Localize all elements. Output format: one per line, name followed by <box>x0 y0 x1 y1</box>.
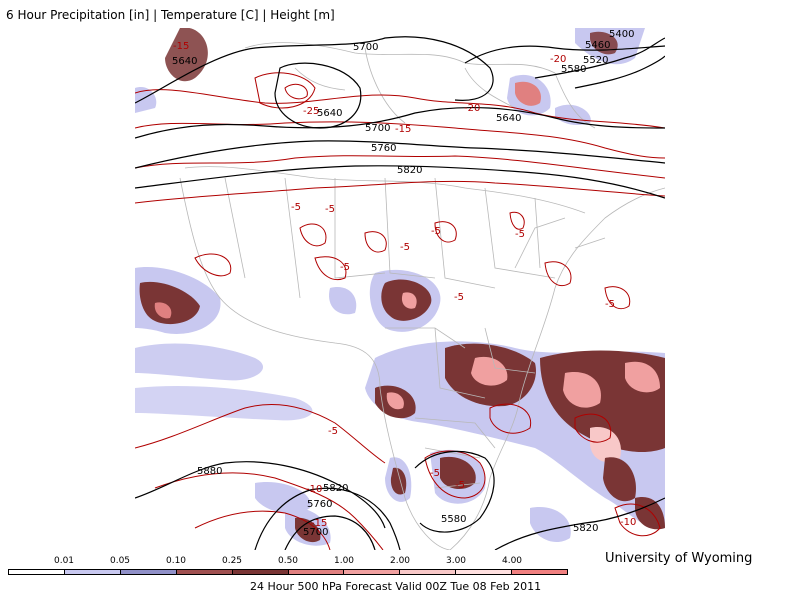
height-contours <box>135 36 665 550</box>
legend-swatch <box>9 570 65 574</box>
legend-tick: 0.50 <box>277 556 299 566</box>
height-label: 5640 <box>496 113 521 124</box>
legend-swatch <box>176 570 233 574</box>
temperature-label: -5 <box>328 426 338 437</box>
temperature-label: -15 <box>311 518 327 529</box>
temperature-label: -10 <box>306 484 322 495</box>
legend-tick: 4.00 <box>501 556 523 566</box>
legend-swatch <box>456 570 513 574</box>
height-label: 5820 <box>397 165 422 176</box>
height-label: 5400 <box>609 29 634 40</box>
temperature-label: -25 <box>303 106 319 117</box>
temperature-label: -5 <box>605 299 615 310</box>
legend-tick-labels: 0.01 0.05 0.10 0.25 0.50 1.00 2.00 3.00 … <box>8 556 568 568</box>
temperature-label: -20 <box>550 54 566 65</box>
height-label: 5700 <box>353 42 378 53</box>
temperature-label: -5 <box>454 292 464 303</box>
height-label: 5640 <box>172 56 197 67</box>
legend-swatch <box>288 570 345 574</box>
temperature-labels: -15 -25 -15 -20 -20 -5 -5 -5 -5 -5 -5 -5… <box>173 41 636 529</box>
height-label: 5880 <box>197 466 222 477</box>
legend-tick: 0.25 <box>221 556 243 566</box>
weather-map: 5700 5640 5640 5700 5760 5820 5640 5400 … <box>135 28 665 550</box>
forecast-valid-text: 24 Hour 500 hPa Forecast Valid 00Z Tue 0… <box>250 580 542 593</box>
legend-tick: 3.00 <box>445 556 467 566</box>
temperature-label: -5 <box>340 262 350 273</box>
height-label: 5760 <box>307 499 332 510</box>
legend-tick: 0.05 <box>109 556 131 566</box>
temperature-label: -5 <box>431 226 441 237</box>
legend-swatch <box>512 570 568 574</box>
legend-swatch <box>64 570 121 574</box>
legend-swatch <box>400 570 457 574</box>
temperature-contours <box>135 72 665 550</box>
height-label: 5700 <box>303 527 328 538</box>
height-label: 5460 <box>585 40 610 51</box>
height-label: 5760 <box>371 143 396 154</box>
temperature-label: -5 <box>291 202 301 213</box>
legend-tick: 0.01 <box>53 556 75 566</box>
height-label: 5580 <box>441 514 466 525</box>
temperature-label: -5 <box>455 480 465 491</box>
temperature-label: -5 <box>400 242 410 253</box>
legend-swatch <box>344 570 401 574</box>
legend-swatch <box>232 570 289 574</box>
legend-color-bar <box>8 569 568 575</box>
height-label: 5580 <box>561 64 586 75</box>
temperature-label: -5 <box>430 468 440 479</box>
temperature-label: -20 <box>464 103 480 114</box>
credit-text: University of Wyoming <box>605 551 753 566</box>
legend-tick: 2.00 <box>389 556 411 566</box>
precipitation-field <box>135 28 665 546</box>
height-label: 5820 <box>573 523 598 534</box>
country-borders <box>179 42 665 550</box>
legend-tick: 1.00 <box>333 556 355 566</box>
temperature-label: -5 <box>325 204 335 215</box>
height-label: 5520 <box>583 55 608 66</box>
height-label: 5820 <box>323 483 348 494</box>
map-title: 6 Hour Precipitation [in] | Temperature … <box>6 8 335 22</box>
height-label: 5700 <box>365 123 390 134</box>
legend-tick: 0.10 <box>165 556 187 566</box>
temperature-label: -5 <box>515 229 525 240</box>
legend-swatch <box>120 570 177 574</box>
temperature-label: -15 <box>395 124 411 135</box>
temperature-label: -10 <box>620 517 636 528</box>
height-label: 5640 <box>317 108 342 119</box>
temperature-label: -15 <box>173 41 189 52</box>
height-labels: 5700 5640 5640 5700 5760 5820 5640 5400 … <box>172 29 634 538</box>
